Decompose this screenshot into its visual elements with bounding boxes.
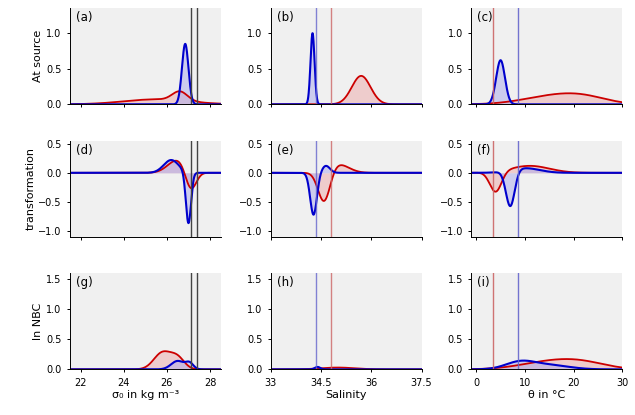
Text: (g): (g) [76, 276, 93, 289]
X-axis label: σ₀ in kg m⁻³: σ₀ in kg m⁻³ [112, 391, 179, 400]
X-axis label: θ in °C: θ in °C [528, 391, 565, 400]
Y-axis label: transformation: transformation [25, 147, 35, 230]
Text: (d): (d) [76, 144, 93, 157]
Text: (f): (f) [478, 144, 491, 157]
Y-axis label: At source: At source [34, 30, 43, 83]
Text: (a): (a) [76, 11, 92, 24]
Text: (c): (c) [478, 11, 493, 24]
X-axis label: Salinity: Salinity [325, 391, 367, 400]
Y-axis label: ln NBC: ln NBC [34, 303, 43, 340]
Text: (h): (h) [277, 276, 293, 289]
Text: (i): (i) [478, 276, 490, 289]
Text: (e): (e) [277, 144, 293, 157]
Text: (b): (b) [277, 11, 293, 24]
